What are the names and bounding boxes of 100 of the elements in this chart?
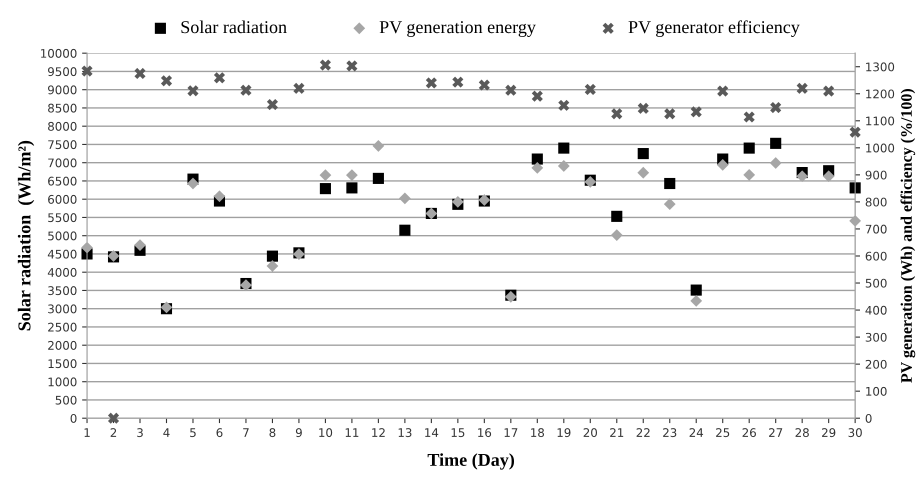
legend-label: Solar radiation: [181, 20, 287, 34]
point: [320, 183, 331, 194]
y-tick-label: 4500: [48, 250, 77, 259]
point: [690, 106, 702, 118]
y2-tick-label: 600: [866, 252, 887, 261]
y-tick-label: 0: [70, 414, 77, 423]
y-tick-label: 8500: [48, 104, 77, 113]
y2-tick-label: 1100: [866, 116, 894, 126]
point: [638, 148, 649, 160]
y-axis-title: Solar radiation (Wh/m²): [18, 140, 34, 330]
x-tick-label: 30: [848, 428, 862, 438]
point: [108, 412, 120, 424]
y2-tick-label: 200: [866, 360, 887, 369]
x-tick-label: 28: [796, 428, 809, 438]
x-tick-label: 25: [716, 428, 730, 438]
y-tick-label: 6500: [48, 176, 77, 186]
y2-tick-label: 700: [866, 224, 887, 234]
y2-tick-label: 1200: [866, 89, 894, 98]
x-tick-label: 21: [610, 428, 624, 437]
point: [796, 82, 808, 94]
point: [716, 158, 729, 171]
point: [558, 100, 570, 111]
y-tick-label: 9500: [48, 67, 77, 76]
y-tick-label: 1500: [48, 359, 77, 368]
legend-label: PV generation energy: [380, 21, 536, 37]
point: [266, 260, 278, 272]
point: [796, 170, 808, 182]
x-tick-label: 4: [163, 428, 170, 437]
point: [744, 111, 755, 123]
point: [478, 80, 490, 91]
y-tick-label: 10000: [41, 48, 77, 58]
x-tick-label: 8: [269, 428, 276, 438]
x-tick-label: 2: [110, 428, 116, 437]
point: [187, 178, 199, 190]
x-tick-label: 26: [742, 428, 756, 438]
point: [743, 168, 756, 181]
point: [426, 77, 437, 88]
y-tick-label: 5000: [48, 231, 77, 240]
point: [849, 214, 862, 227]
x-tick-label: 5: [190, 428, 196, 438]
y-tick-label: 9000: [48, 85, 77, 94]
y2-tick-label: 300: [866, 332, 887, 342]
point: [664, 178, 676, 190]
y2-tick-label: 400: [865, 306, 887, 315]
y-tick-label: 7500: [48, 140, 77, 150]
point: [187, 85, 199, 96]
x-tick-label: 16: [478, 428, 492, 438]
y2-tick-label: 500: [866, 278, 887, 288]
x-tick-label: 15: [452, 428, 464, 438]
point: [532, 90, 543, 102]
point: [293, 82, 304, 94]
point: [266, 99, 278, 110]
x-tick-label: 9: [296, 428, 302, 438]
x-tick-label: 18: [531, 428, 544, 438]
point: [452, 196, 464, 208]
point: [399, 224, 410, 236]
point: [664, 108, 676, 120]
x-tick-label: 23: [663, 428, 676, 438]
legend-label: PV generator efficiency: [628, 20, 800, 37]
x-tick-label: 24: [690, 428, 704, 437]
point: [532, 153, 543, 165]
point: [558, 142, 570, 154]
point: [346, 169, 358, 182]
point: [717, 85, 728, 97]
point: [81, 242, 93, 254]
y-tick-label: 3500: [48, 286, 77, 296]
point: [531, 162, 544, 174]
x-tick-label: 1: [84, 428, 90, 437]
y2-tick-label: 1300: [866, 62, 894, 72]
y-tick-label: 500: [56, 396, 77, 405]
x-tick-label: 19: [558, 428, 570, 438]
point: [823, 85, 834, 97]
x-tick-label: 3: [137, 428, 143, 438]
point: [346, 182, 358, 194]
x-tick-label: 12: [372, 428, 385, 437]
y2-axis-title: PV generation (Wh) and efficiency (%/100): [900, 89, 916, 383]
x-tick-label: 27: [769, 428, 782, 437]
y2-tick-label: 100: [866, 386, 887, 396]
y2-tick-label: 0: [866, 414, 872, 423]
x-tick-label: 7: [243, 428, 249, 437]
y-tick-label: 7000: [48, 158, 77, 168]
point: [134, 68, 146, 80]
y-tick-label: 8000: [48, 122, 77, 131]
point: [850, 126, 861, 138]
point: [690, 284, 702, 296]
point: [398, 192, 411, 204]
point: [320, 60, 331, 71]
point: [637, 166, 650, 179]
x-tick-label: 22: [636, 428, 650, 437]
point: [770, 138, 782, 149]
y-tick-label: 5500: [48, 213, 77, 222]
point: [134, 239, 146, 252]
y-tick-label: 3000: [48, 304, 77, 314]
y-tick-label: 2000: [48, 340, 77, 350]
point: [452, 76, 464, 88]
x-tick-label: 29: [822, 428, 836, 438]
x-axis-title: Time (Day): [428, 453, 514, 470]
point: [611, 210, 622, 222]
x-tick-label: 14: [425, 428, 438, 437]
point: [822, 170, 835, 182]
